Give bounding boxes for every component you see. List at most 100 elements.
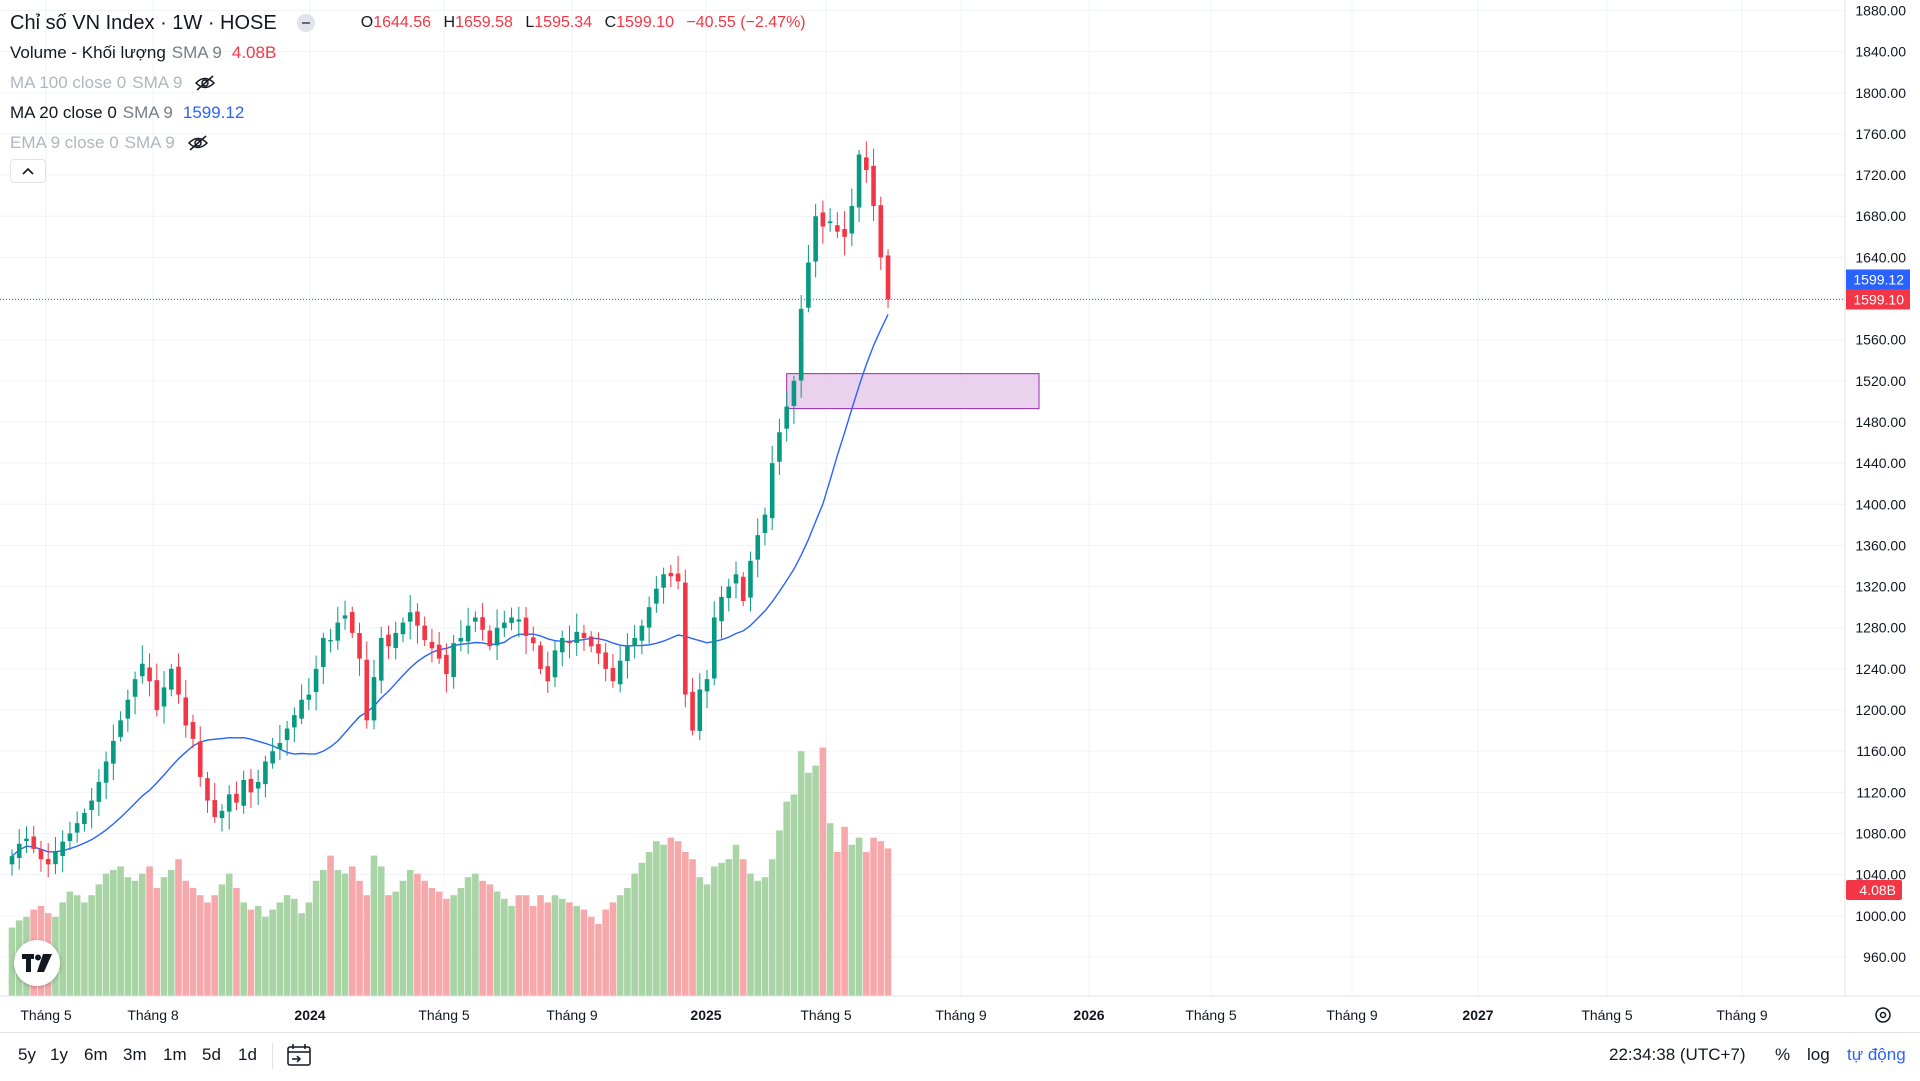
volume-bar (320, 870, 327, 996)
candle-body (176, 666, 181, 695)
candle-body (147, 667, 152, 682)
volume-bar (443, 898, 450, 996)
candle-body (9, 856, 15, 865)
candle-body (241, 779, 246, 806)
candle-body (96, 782, 102, 802)
volume-bar (414, 873, 421, 996)
range-1y-button[interactable]: 1y (50, 1045, 68, 1064)
candle-body (755, 535, 761, 560)
y-tick-label: 1480.00 (1855, 414, 1906, 430)
volume-bar (464, 877, 472, 996)
volume-bar (747, 873, 754, 996)
candle-body (132, 679, 138, 697)
x-tick-label: 2026 (1073, 1007, 1104, 1023)
volume-bar (110, 870, 117, 996)
candle-body (277, 742, 283, 749)
volume-bar (95, 884, 103, 996)
volume-bar (609, 902, 617, 996)
volume-bar (558, 898, 566, 996)
volume-bar (703, 884, 711, 996)
volume-tag (1846, 880, 1902, 900)
ma-20-polyline (11, 314, 889, 857)
indicator-ma-20[interactable]: MA 20 close 0 SMA 9 1599.12 (10, 98, 806, 128)
candle-body (364, 659, 370, 721)
last-price-tag (1846, 289, 1910, 310)
candle-body (415, 611, 420, 626)
indicator-ma-100[interactable]: MA 100 close 0 SMA 9 (10, 68, 806, 98)
volume-bar (819, 747, 827, 996)
candle-body (118, 720, 123, 737)
indicator-params: SMA 9 (132, 73, 183, 92)
volume-bar (117, 866, 124, 996)
range-5y-button[interactable]: 5y (18, 1045, 36, 1064)
highlight-zone (786, 373, 1040, 410)
y-tick-label: 1360.00 (1855, 537, 1906, 553)
y-tick-label: 1120.00 (1856, 784, 1906, 800)
candle-body (378, 638, 384, 681)
symbol-title[interactable]: Chỉ số VN Index · 1W · HOSE (10, 12, 277, 34)
candle-body (538, 645, 543, 669)
gear-outline (1875, 1007, 1891, 1023)
volume-bar (870, 837, 877, 996)
volume-bar (761, 877, 769, 996)
volume-bar (812, 765, 819, 996)
candle-body (270, 751, 275, 764)
range-3m-button[interactable]: 3m (123, 1045, 147, 1064)
volume-bar (602, 909, 609, 996)
log-toggle[interactable]: log (1807, 1045, 1830, 1064)
eye-hidden-icon[interactable] (187, 135, 209, 151)
volume-bar (501, 898, 508, 996)
clock-timezone[interactable]: 22:34:38 (UTC+7) (1609, 1045, 1746, 1064)
volume-bar (457, 888, 465, 996)
x-tick-label: Tháng 5 (1185, 1007, 1237, 1023)
price-axis: 1880.00 1840.00 1800.00 1760.00 1720.00 1680.… (1844, 0, 1906, 996)
collapse-legend-button[interactable] (10, 159, 46, 183)
x-tick-label: Tháng 9 (546, 1007, 598, 1023)
volume-bars (8, 747, 892, 996)
candle-body (690, 691, 695, 731)
auto-scale-toggle[interactable]: tự động (1847, 1045, 1906, 1064)
candle-body (335, 622, 341, 641)
last-price-label: 1599.10 (1853, 291, 1904, 307)
volume-bar (566, 902, 573, 996)
date-range-icon[interactable] (286, 1043, 312, 1069)
range-1m-button[interactable]: 1m (163, 1045, 187, 1064)
candle-body (125, 699, 131, 719)
candle-body (726, 586, 732, 599)
ma-price-label: 1599.12 (1853, 271, 1904, 287)
volume-bar (682, 852, 689, 996)
volume-bar (327, 855, 334, 996)
volume-bar (580, 909, 588, 996)
candle-body (777, 432, 782, 462)
range-1d-button[interactable]: 1d (238, 1045, 257, 1064)
y-tick-label: 1760.00 (1855, 126, 1906, 142)
range-6m-button[interactable]: 6m (84, 1045, 108, 1064)
indicator-ema-9[interactable]: EMA 9 close 0 SMA 9 (10, 128, 806, 158)
range-5d-button[interactable]: 5d (202, 1045, 221, 1064)
candle-body (161, 687, 167, 707)
y-tick-label: 1160.00 (1856, 743, 1906, 759)
x-tick-label: Tháng 8 (127, 1007, 179, 1023)
volume-bar (196, 895, 204, 996)
chevron-up-icon (22, 167, 34, 175)
high-label: H (443, 14, 456, 31)
volume-bar (218, 884, 226, 996)
volume-bar (175, 859, 182, 996)
volume-bar (363, 895, 371, 996)
candle-body (487, 630, 493, 647)
indicator-volume[interactable]: Volume - Khối lượng SMA 9 4.08B (10, 38, 806, 68)
y-tick-label: 1440.00 (1855, 455, 1906, 471)
indicator-params: SMA 9 (122, 103, 173, 122)
volume-bar (247, 909, 255, 996)
volume-bar (298, 913, 305, 996)
candle-body (661, 574, 666, 588)
tradingview-logo[interactable] (14, 940, 60, 986)
x-tick-label: Tháng 9 (1716, 1007, 1768, 1023)
eye-hidden-icon[interactable] (194, 75, 216, 91)
volume-bar (493, 891, 501, 996)
volume-bar (754, 880, 762, 996)
candle-body (791, 380, 797, 406)
volume-bar (225, 873, 233, 996)
tradingview-logo-icon (22, 954, 52, 972)
percent-toggle[interactable]: % (1775, 1045, 1791, 1064)
